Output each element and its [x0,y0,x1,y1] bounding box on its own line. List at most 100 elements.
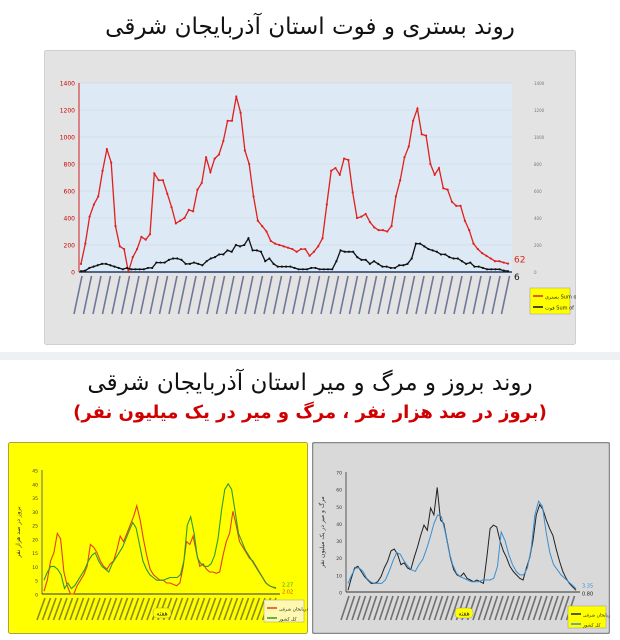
data-point [343,250,346,253]
x-tick-label [301,275,311,315]
data-point [416,107,419,110]
x-tick-label [538,595,548,621]
right-y-tick-label: 200 [534,243,542,248]
data-point [446,188,449,191]
x-tick-label [367,275,378,315]
data-point [192,210,195,213]
x-tick-label [196,275,207,315]
legend-entry: آذربایجان شرقی [279,607,308,613]
x-tick-label [434,275,444,315]
mortality-chart: 0 10 20 30 40 50 60 70 0.803.35 آذربایجان شرقی کل … [312,442,610,634]
data-point [255,249,258,252]
data-point [347,158,350,162]
x-tick-label [329,275,340,315]
data-point [213,157,216,160]
y-tick-label: 0 [35,593,38,599]
y-tick-label: 800 [64,162,76,169]
data-point [196,188,199,191]
data-point [418,242,422,245]
y-tick-label: 30 [336,539,342,545]
data-point [489,257,492,260]
bottom-charts-title: روند بروز و مرگ و میر استان آذربایجان شر… [87,370,533,396]
data-point [230,119,234,122]
data-point [88,266,91,270]
series-line-0 [80,96,509,273]
data-point [121,268,124,271]
y-tick-label: 1400 [60,81,75,88]
data-point [450,200,454,203]
data-point [268,257,271,260]
y-tick-label: 70 [336,471,342,477]
x-tick-label [505,595,515,621]
data-point [285,265,288,268]
x-tick-label [234,275,245,315]
x-tick-label [139,275,150,315]
x-tick-label [107,597,118,621]
data-point [412,119,415,122]
data-point [381,229,385,232]
data-point [429,162,432,166]
x-tick-label [250,597,261,621]
data-point [125,266,129,270]
data-point [364,258,367,261]
data-point [248,162,251,166]
x-tick-label [58,597,68,621]
data-point [431,249,434,252]
data-point [105,262,108,265]
data-point [330,169,333,172]
data-point [201,264,204,267]
legend [567,605,607,629]
data-point [338,173,341,176]
x-tick-label [543,595,554,621]
x-tick-label [92,275,102,315]
data-point [114,225,117,228]
data-point [352,250,355,253]
data-point [498,268,501,271]
data-point [92,265,95,268]
data-point [427,247,430,251]
data-point [282,245,285,248]
y-tick-label: 50 [336,505,342,511]
data-point [252,195,255,198]
x-tick-label [406,595,416,621]
data-point [272,262,275,265]
y-tick-label: 0 [339,591,342,597]
x-tick-label [472,275,482,315]
x-tick-label [120,275,131,315]
x-tick-label [146,597,156,621]
end-value-label: 62 [514,256,525,266]
data-point [135,247,139,251]
x-tick-label [215,275,226,315]
data-point [138,268,141,271]
y-tick-label: 20 [32,537,38,543]
data-point [433,173,436,176]
data-point [273,242,277,245]
data-point [180,258,183,261]
data-point [157,179,160,182]
data-point [437,166,441,170]
data-point [167,258,171,261]
data-point [226,119,229,122]
x-tick-label [212,597,222,621]
data-point [243,243,246,247]
data-point [176,257,179,260]
x-tick-label [400,595,411,621]
data-point [506,262,510,265]
data-point [187,208,190,211]
data-point [188,262,191,265]
legend-entry: بستری Sum of [545,295,576,301]
data-point [502,269,505,272]
data-point [163,261,166,264]
x-tick-label [272,275,283,315]
x-tick-label [340,595,350,621]
x-tick-label [510,595,521,621]
data-point [356,256,359,259]
incidence-chart: 0 5 10 15 20 25 30 35 40 45 2.022.27 آذربایجان شرقی… [8,442,308,634]
data-point [398,264,401,267]
data-point [148,233,152,236]
data-point [170,206,173,209]
data-point [105,148,108,151]
data-point [506,270,510,273]
data-point [265,230,268,233]
data-point [444,253,447,256]
